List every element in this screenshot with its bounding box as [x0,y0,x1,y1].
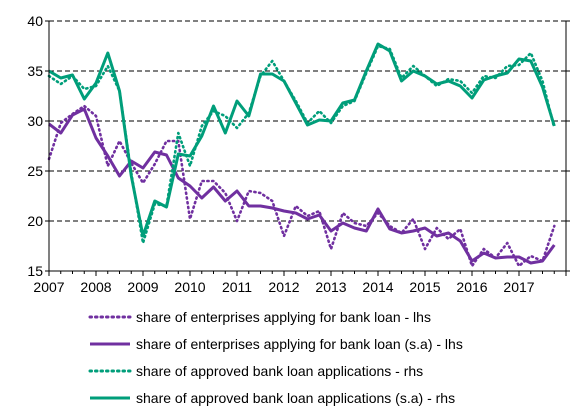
series-line-1 [48,107,556,265]
legend-label: share of enterprises applying for bank l… [136,335,463,352]
y-tick-label: 40 [27,13,43,29]
x-tick-label: 2012 [268,279,299,295]
y-tick-label: 20 [27,213,43,229]
legend-label: share of approved bank loan applications… [136,362,424,379]
x-tick-label: 2009 [127,279,158,295]
legend-item-enterprises-applying-sa: share of enterprises applying for bank l… [88,330,568,357]
x-tick-label: 2017 [503,279,534,295]
legend-item-approved-applications: share of approved bank loan applications… [88,357,568,384]
legend-swatch-green-solid [90,396,130,399]
series-layer [47,42,556,268]
tick-labels: 15 20 25 30 35 40 2007 2008 2009 2010 2011 2012 2013… [27,13,534,295]
legend-swatch-green-dotted [88,369,132,372]
gridlines [49,20,566,222]
x-tick-label: 2008 [80,279,111,295]
axes [45,20,570,276]
x-tick-label: 2015 [409,279,440,295]
line-chart: 15 20 25 30 35 40 2007 2008 2009 2010 2011 2012 2013… [27,13,570,295]
x-tick-label: 2011 [222,279,252,295]
legend-item-enterprises-applying: share of enterprises applying for bank l… [88,303,568,330]
y-tick-label: 35 [27,63,43,79]
x-tick-label: 2016 [456,279,487,295]
legend-label: share of approved bank loan applications… [136,389,456,406]
legend-label: share of enterprises applying for bank l… [136,308,431,325]
x-tick-label: 2014 [362,279,393,295]
legend-item-approved-applications-sa: share of approved bank loan applications… [88,384,568,411]
legend: share of enterprises applying for bank l… [88,303,568,411]
x-tick-label: 2013 [315,279,346,295]
series-line-2 [47,44,556,245]
series-line-3 [48,42,556,238]
x-tick-label: 2010 [174,279,205,295]
x-tick-label: 2007 [33,279,64,295]
y-tick-label: 25 [27,163,43,179]
legend-swatch-purple-solid [90,342,130,345]
legend-swatch-purple-dotted [88,315,132,318]
y-tick-label: 15 [27,263,43,279]
y-tick-label: 30 [27,113,43,129]
